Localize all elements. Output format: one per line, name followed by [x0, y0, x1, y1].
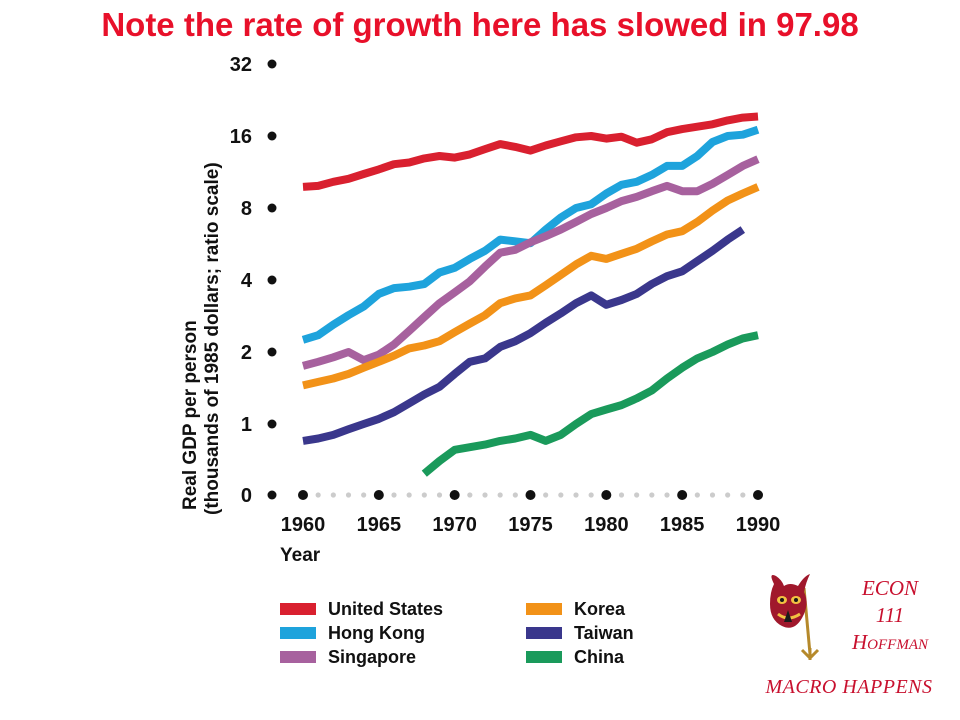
y-tick-dot — [267, 275, 277, 285]
course-line2: 111 — [875, 603, 905, 627]
legend-swatch — [526, 627, 562, 639]
x-minor-dot — [558, 492, 564, 498]
x-minor-dot — [543, 492, 549, 498]
x-minor-dot — [618, 492, 625, 498]
y-tick-dot — [267, 131, 277, 141]
x-minor-dot — [391, 492, 397, 498]
x-minor-dot — [315, 492, 321, 498]
series-line-china — [421, 331, 759, 477]
x-tick-dot — [373, 490, 384, 500]
x-tick-label: 1975 — [508, 514, 553, 536]
slide-headline: Note the rate of growth here has slowed … — [101, 6, 859, 43]
series-lines — [301, 112, 760, 477]
y-tick-label: 0 — [241, 485, 252, 507]
y-tick-dot — [267, 347, 277, 357]
series-line-united-states — [302, 112, 759, 191]
x-minor-dot — [740, 492, 746, 498]
y-tick-label: 2 — [241, 342, 252, 364]
x-minor-dot — [406, 492, 412, 498]
instructor-initial: H — [852, 630, 868, 654]
y-tick-dot — [267, 203, 277, 213]
x-tick-dot — [601, 490, 612, 500]
y-axis: 0 1 2 4 8 16 32 — [230, 54, 277, 507]
x-minor-dot — [709, 492, 716, 498]
x-minor-dot — [649, 492, 655, 498]
x-tick-dot — [753, 490, 763, 500]
sun-devil-mascot-icon — [770, 574, 820, 660]
legend-label: China — [574, 647, 625, 667]
x-minor-dot — [725, 492, 731, 498]
series-line-taiwan — [302, 226, 746, 445]
y-axis-label-line1: Real GDP per person — [180, 320, 201, 510]
legend-label: Hong Kong — [328, 623, 425, 643]
x-minor-dot — [512, 492, 518, 498]
series-line-hong-kong — [301, 125, 760, 344]
legend-swatch — [280, 603, 316, 615]
x-minor-dot — [421, 492, 427, 498]
y-tick-dot — [267, 419, 277, 429]
x-tick-dot — [298, 490, 308, 500]
x-tick-label: 1970 — [432, 514, 477, 536]
x-minor-dot — [361, 492, 367, 498]
x-tick-dot — [449, 490, 460, 500]
x-minor-dot — [664, 492, 670, 498]
tagline: MACRO HAPPENS — [765, 676, 933, 698]
legend-label: Singapore — [328, 647, 416, 667]
x-minor-dot — [436, 492, 443, 498]
instructor-name: HOFFMAN — [830, 629, 950, 659]
x-minor-dot — [497, 492, 503, 498]
x-tick-dot — [525, 490, 536, 500]
legend-swatch — [280, 627, 316, 639]
y-tick-label: 4 — [241, 270, 253, 292]
x-minor-dot — [573, 492, 579, 498]
y-tick-label: 32 — [230, 54, 252, 76]
legend-swatch — [526, 651, 562, 663]
legend-label: United States — [328, 599, 443, 619]
course-line1: ECON — [861, 576, 918, 600]
y-axis-label-line2: (thousands of 1985 dollars; ratio scale) — [202, 162, 223, 515]
legend: United States Hong Kong Singapore Korea Taiw… — [280, 599, 634, 667]
x-tick-label: 1985 — [660, 514, 705, 536]
y-tick-label: 16 — [230, 126, 252, 148]
x-minor-dot — [588, 492, 594, 498]
y-tick-dot — [267, 490, 277, 500]
course-label: ECON 111 HOFFMAN — [830, 575, 950, 659]
x-tick-label: 1990 — [736, 514, 781, 536]
series-line-singapore — [301, 155, 760, 370]
y-tick-label: 1 — [241, 414, 252, 436]
x-tick-label: 1980 — [584, 514, 629, 536]
legend-swatch — [526, 603, 562, 615]
legend-swatch — [280, 651, 316, 663]
legend-label: Korea — [574, 599, 626, 619]
y-tick-label: 8 — [241, 198, 252, 220]
x-minor-dot — [467, 492, 473, 498]
x-minor-dot — [694, 492, 700, 498]
x-minor-dot — [345, 492, 352, 498]
x-minor-dot — [330, 492, 336, 498]
series-line-korea — [302, 183, 760, 390]
legend-label: Taiwan — [574, 623, 634, 643]
x-minor-dot — [634, 492, 640, 498]
y-tick-dot — [267, 59, 277, 69]
x-tick-label: 1965 — [357, 514, 402, 536]
x-tick-label: 1960 — [281, 514, 326, 536]
x-tick-dot — [677, 490, 688, 500]
x-minor-dot — [482, 492, 488, 498]
x-axis-label: Year — [280, 545, 321, 566]
instructor-rest: OFFMAN — [867, 637, 928, 653]
x-axis: 1960 1965 1970 1975 1980 1985 1990 — [281, 490, 781, 536]
